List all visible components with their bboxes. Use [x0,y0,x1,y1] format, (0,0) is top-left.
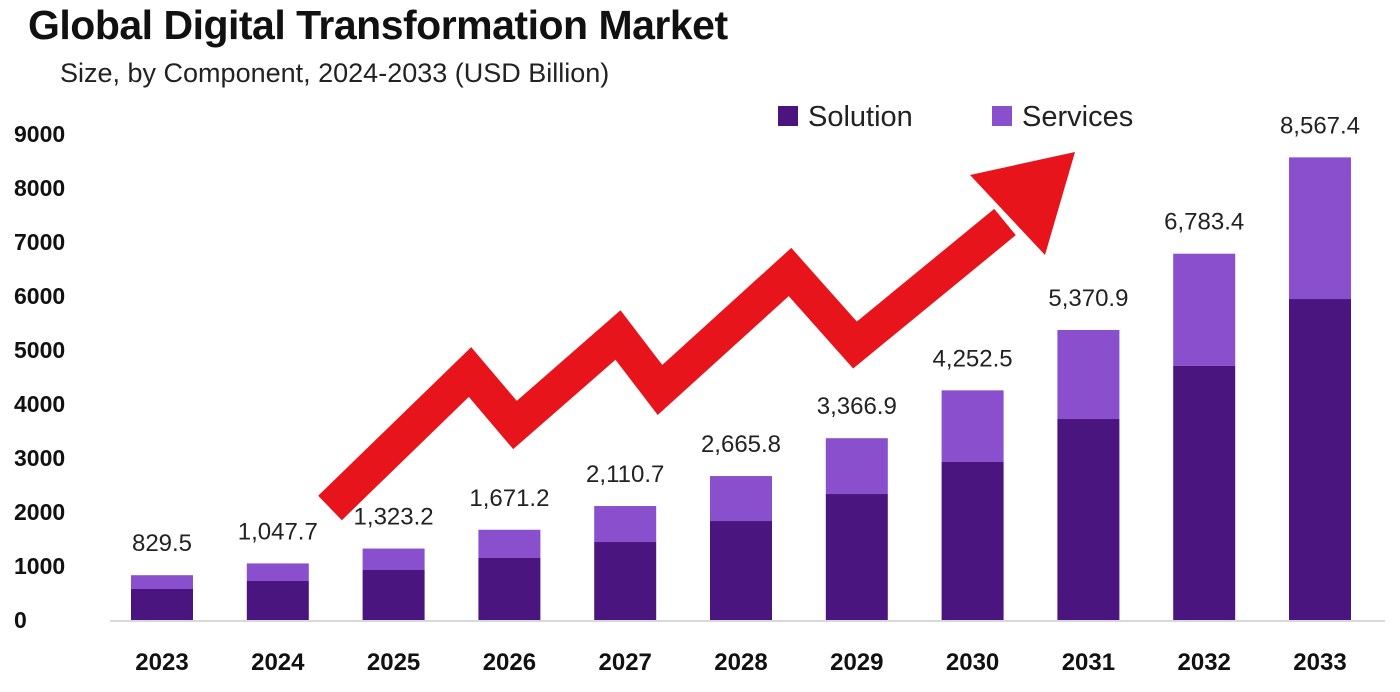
bar-solution-2029 [825,494,888,620]
y-tick-label: 7000 [14,229,65,255]
bar-services-2030 [941,390,1004,462]
data-label-total: 829.5 [132,530,192,557]
bar-solution-2024 [246,581,309,620]
data-label-total: 2,110.7 [586,461,664,488]
x-tick-label: 2027 [599,649,652,676]
x-tick-label: 2025 [367,649,420,676]
legend-label-solution: Solution [808,101,913,133]
x-tick-label: 2024 [251,649,305,676]
legend-label-services: Services [1022,101,1133,133]
data-label-total: 3,366.9 [817,393,897,420]
bar-solution-2032 [1173,365,1236,620]
data-label-total: 1,671.2 [469,485,549,512]
y-tick-label: 8000 [14,175,65,201]
bar-services-2026 [478,529,541,559]
trend-arrow-shaft [318,208,1016,521]
chart-subtitle: Size, by Component, 2024-2033 (USD Billi… [60,58,610,88]
bar-services-2028 [710,476,772,522]
bar-solution-2025 [362,569,425,620]
bar-services-2031 [1057,329,1120,420]
x-tick-label: 2032 [1178,649,1231,676]
x-tick-label: 2026 [483,649,536,676]
data-label-total: 2,665.8 [701,431,781,458]
bar-services-2024 [246,563,309,582]
trend-arrow-head-icon [970,152,1075,255]
bar-solution-2026 [478,558,541,620]
y-tick-label: 3000 [14,445,65,471]
bar-solution-2028 [710,521,772,620]
legend-swatch-solution [778,106,798,126]
bar-solution-2031 [1057,419,1120,620]
bar-solution-2033 [1289,299,1351,620]
x-tick-label: 2028 [714,649,767,676]
bar-services-2033 [1289,157,1351,300]
data-label-total: 8,567.4 [1280,112,1360,139]
bar-solution-2023 [131,589,193,620]
x-tick-label: 2023 [135,649,188,676]
data-label-total: 5,370.9 [1048,285,1128,312]
y-tick-label: 0 [14,607,27,633]
bar-services-2023 [131,575,193,590]
chart-title: Global Digital Transformation Market [28,2,728,48]
y-tick-label: 1000 [14,553,65,579]
y-tick-label: 6000 [14,283,65,309]
data-label-total: 1,323.2 [354,504,434,531]
bar-solution-2030 [941,461,1004,620]
data-label-total: 6,783.4 [1164,209,1244,236]
x-tick-label: 2029 [830,649,883,676]
data-label-total: 4,252.5 [933,345,1013,372]
x-tick-label: 2031 [1062,649,1115,676]
x-tick-label: 2030 [946,649,999,676]
bar-services-2025 [362,548,425,570]
y-tick-label: 2000 [14,499,65,525]
y-tick-label: 4000 [14,391,65,417]
y-tick-label: 5000 [14,337,65,363]
bar-services-2027 [594,506,657,543]
x-tick-label: 2033 [1293,649,1346,676]
legend-swatch-services [992,106,1012,126]
data-label-total: 1,047.7 [238,518,318,545]
bar-services-2032 [1173,253,1236,366]
bar-solution-2027 [594,542,657,620]
bar-services-2029 [825,438,888,495]
y-tick-label: 9000 [14,121,65,147]
